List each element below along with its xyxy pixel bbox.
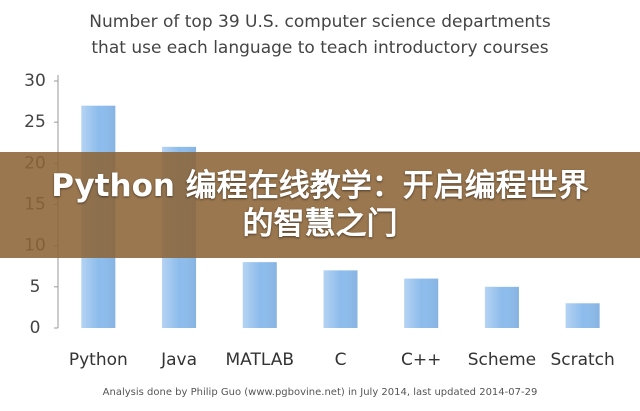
- chart-title: that use each language to teach introduc…: [91, 38, 548, 58]
- x-tick-label: Java: [160, 350, 197, 370]
- bar-shine: [565, 303, 600, 328]
- y-tick-label: 30: [24, 71, 46, 91]
- bar-shine: [484, 286, 519, 328]
- footnote: Analysis done by Philip Guo (www.pgbovin…: [103, 387, 538, 398]
- y-tick-label: 25: [24, 112, 46, 132]
- bar-shine: [242, 262, 277, 328]
- x-tick-label: MATLAB: [226, 350, 295, 370]
- y-tick-label: 0: [30, 318, 41, 338]
- banner-text: Python 编程在线教学：开启编程世界的智慧之门: [51, 168, 589, 242]
- chart-title: Number of top 39 U.S. computer science d…: [89, 12, 551, 32]
- x-tick-label: C: [335, 350, 347, 370]
- x-tick-label: Scheme: [468, 350, 536, 370]
- bar-shine: [404, 278, 439, 328]
- x-tick-label: Python: [69, 350, 128, 370]
- x-tick-label: C++: [401, 350, 441, 370]
- x-tick-label: Scratch: [550, 350, 614, 370]
- banner: Python 编程在线教学：开启编程世界的智慧之门: [0, 152, 640, 258]
- y-tick-label: 5: [30, 277, 41, 297]
- bar-shine: [323, 270, 358, 328]
